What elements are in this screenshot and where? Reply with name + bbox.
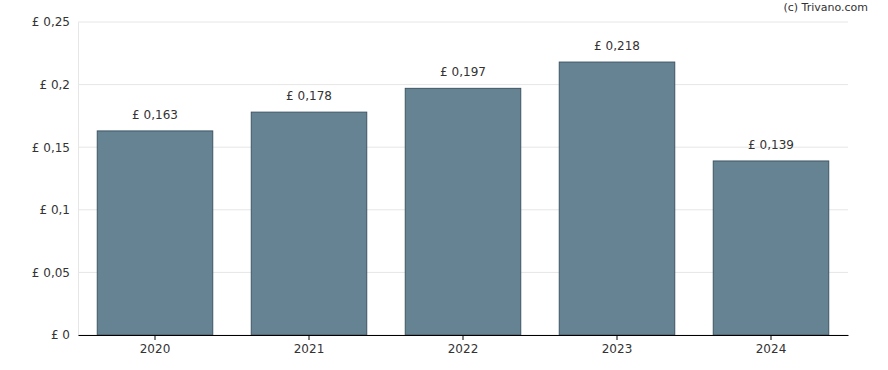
y-tick-label: £ 0,2	[39, 78, 70, 92]
y-axis-line	[78, 23, 79, 336]
x-tick-label: 2020	[140, 342, 171, 356]
x-tick-label: 2022	[448, 342, 479, 356]
y-tick: £ 0,05	[32, 266, 78, 280]
y-tick-label: £ 0,05	[32, 266, 70, 280]
y-tick-label: £ 0,1	[39, 203, 70, 217]
x-tick: 2024	[756, 335, 787, 356]
x-tick-mark	[463, 335, 464, 340]
data-labels: £ 0,163 £ 0,178 £ 0,197 £ 0,218 £ 0,139	[132, 39, 794, 152]
x-tick-mark	[309, 335, 310, 340]
x-axis: 2020 2021 2022 2023 2024	[79, 335, 849, 356]
bar	[97, 131, 213, 335]
data-label: £ 0,139	[748, 138, 794, 152]
y-tick: £ 0,1	[39, 203, 78, 217]
x-tick-label: 2023	[602, 342, 633, 356]
bars	[97, 62, 829, 335]
y-tick: £ 0,15	[32, 141, 78, 155]
y-tick-label: £ 0,15	[32, 141, 70, 155]
x-tick-mark	[617, 335, 618, 340]
grid-line	[78, 84, 848, 85]
data-label: £ 0,218	[594, 39, 640, 53]
bar	[405, 88, 521, 335]
y-tick-label: £ 0,25	[32, 15, 70, 29]
chart: £ 0,163£ 0,178£ 0,197£ 0,218£ 0,139£ 0£ …	[0, 0, 888, 370]
y-tick: £ 0,2	[39, 78, 78, 92]
y-tick: £ 0,25	[32, 15, 78, 29]
grid-line	[78, 22, 848, 23]
grid	[78, 22, 848, 335]
data-label: £ 0,178	[286, 89, 332, 103]
data-label: £ 0,197	[440, 65, 486, 79]
bar	[251, 112, 367, 335]
x-tick: 2022	[448, 335, 479, 356]
bar	[713, 161, 829, 335]
annotations: (c) Trivano.com	[783, 1, 868, 14]
x-tick-label: 2024	[756, 342, 787, 356]
x-tick: 2021	[294, 335, 325, 356]
x-tick: 2023	[602, 335, 633, 356]
credit: (c) Trivano.com	[783, 1, 868, 14]
bar	[559, 62, 675, 335]
x-tick-mark	[771, 335, 772, 340]
y-axis: £ 0 £ 0,05 £ 0,1 £ 0,15 £ 0,2 £ 0,25	[32, 15, 79, 342]
x-tick: 2020	[140, 335, 171, 356]
y-tick: £ 0	[51, 328, 78, 342]
y-tick-label: £ 0	[51, 328, 70, 342]
x-tick-label: 2021	[294, 342, 325, 356]
data-label: £ 0,163	[132, 108, 178, 122]
x-tick-mark	[155, 335, 156, 340]
